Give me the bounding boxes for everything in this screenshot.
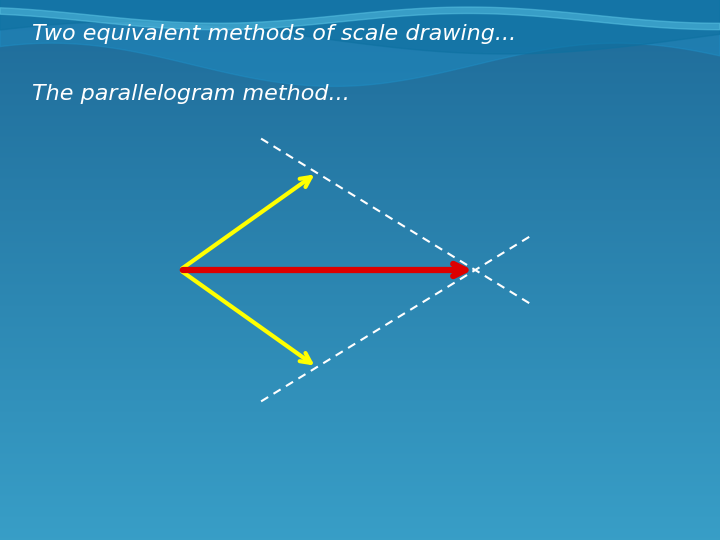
Text: Two equivalent methods of scale drawing...: Two equivalent methods of scale drawing.…	[32, 24, 517, 44]
Text: The parallelogram method...: The parallelogram method...	[32, 84, 350, 104]
